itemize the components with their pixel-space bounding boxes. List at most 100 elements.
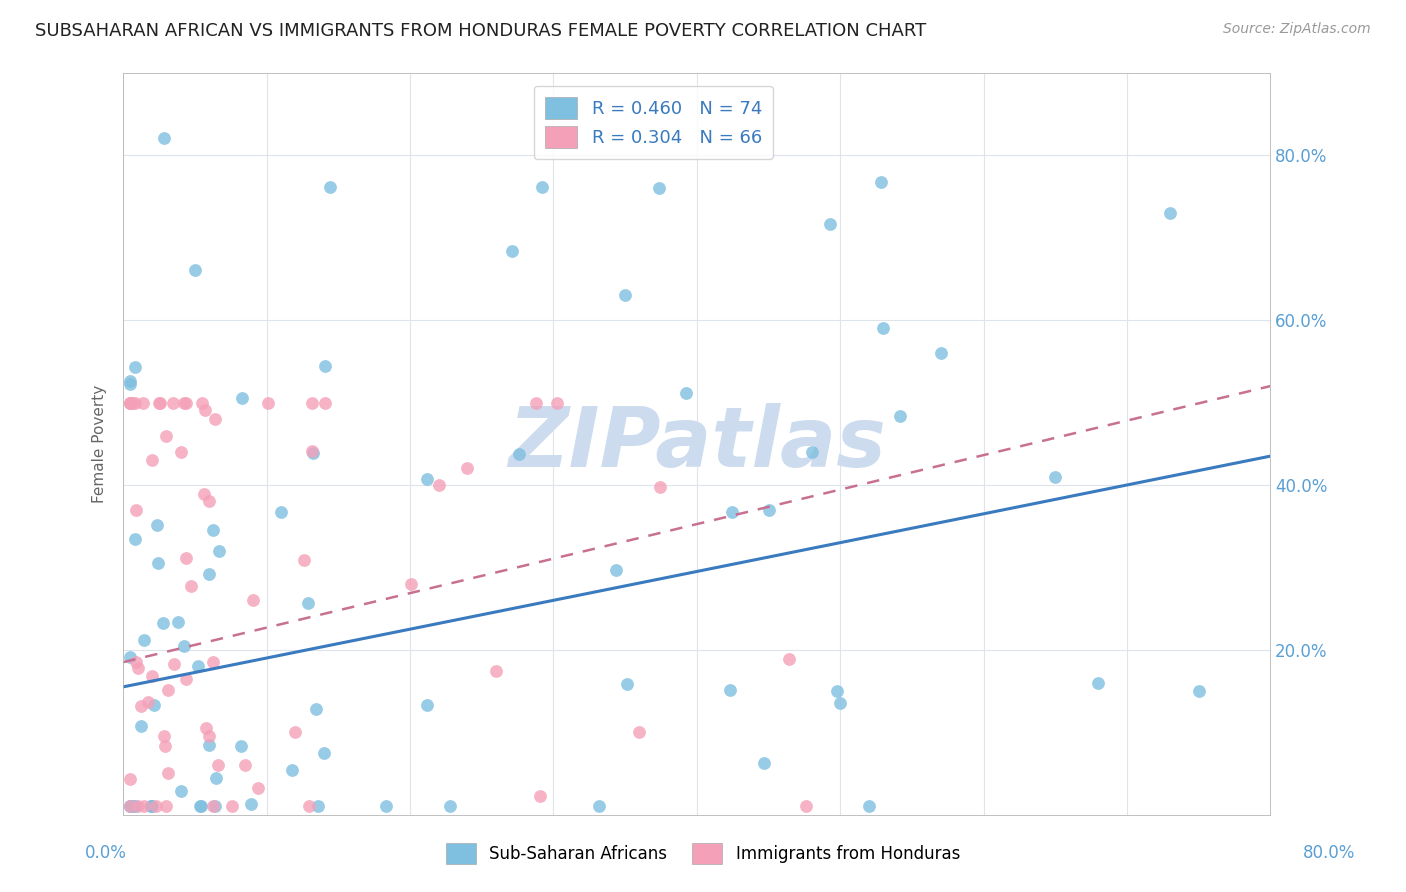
Text: Source: ZipAtlas.com: Source: ZipAtlas.com [1223,22,1371,37]
Point [307,799,329,814]
Point [205,771,228,785]
Point [148,557,170,571]
Point [174,550,197,565]
Point [153,739,176,754]
Point [120,395,142,409]
Point [721,505,744,519]
Point [208,544,231,558]
Point [399,577,422,591]
Point [758,502,780,516]
Point [827,684,849,698]
Point [184,263,207,277]
Point [301,444,323,458]
Point [229,739,252,753]
Point [233,758,256,772]
Point [415,698,437,713]
Point [439,799,461,814]
Point [198,494,221,508]
Point [173,395,195,409]
Point [616,677,638,691]
Point [281,763,304,777]
Point [752,756,775,770]
Point [156,683,179,698]
Point [508,447,530,461]
Point [129,719,152,733]
Point [120,375,142,389]
Point [872,321,894,335]
Point [546,395,568,409]
Point [145,799,167,814]
Point [194,403,217,417]
Point [588,799,610,814]
Point [314,359,336,373]
Point [152,616,174,631]
Point [247,781,270,796]
Point [870,175,893,189]
Point [145,517,167,532]
Point [170,783,193,797]
Point [120,772,142,787]
Point [605,563,627,577]
Point [240,797,263,811]
Point [201,655,224,669]
Point [292,553,315,567]
Point [153,130,176,145]
Point [242,593,264,607]
Text: ZIPatlas: ZIPatlas [508,403,886,484]
Point [204,799,226,814]
Point [195,721,218,735]
Point [201,523,224,537]
Point [120,799,142,814]
Point [187,659,209,673]
Point [143,698,166,713]
Point [198,730,221,744]
Point [124,395,146,409]
Point [193,487,215,501]
Point [427,478,450,492]
Point [231,391,253,405]
Point [778,652,800,666]
Point [166,615,188,630]
Point [188,799,211,814]
Point [1045,469,1067,483]
Point [301,446,323,460]
Point [173,639,195,653]
Point [197,566,219,581]
Point [298,799,321,814]
Point [221,799,243,814]
Point [127,799,149,814]
Legend: R = 0.460   N = 74, R = 0.304   N = 66: R = 0.460 N = 74, R = 0.304 N = 66 [534,86,773,159]
Point [139,799,162,814]
Point [191,395,214,409]
Point [501,244,523,258]
Point [1159,206,1181,220]
Point [155,428,177,442]
Point [929,346,952,360]
Point [132,799,155,814]
Point [648,480,671,494]
Point [257,395,280,409]
Point [120,799,142,814]
Point [858,799,880,814]
Point [820,217,842,231]
Point [120,395,142,409]
Point [614,288,637,302]
Point [124,799,146,814]
Text: 0.0%: 0.0% [84,844,127,862]
Point [312,746,335,760]
Point [485,664,508,678]
Point [174,673,197,687]
Point [305,702,328,716]
Point [120,649,142,664]
Point [174,395,197,409]
Text: SUBSAHARAN AFRICAN VS IMMIGRANTS FROM HONDURAS FEMALE POVERTY CORRELATION CHART: SUBSAHARAN AFRICAN VS IMMIGRANTS FROM HO… [35,22,927,40]
Point [149,395,172,409]
Point [121,395,143,409]
Point [830,696,852,710]
Point [141,453,163,467]
Point [202,799,225,814]
Point [284,725,307,739]
Point [197,738,219,752]
Point [648,181,671,195]
Point [794,799,817,814]
